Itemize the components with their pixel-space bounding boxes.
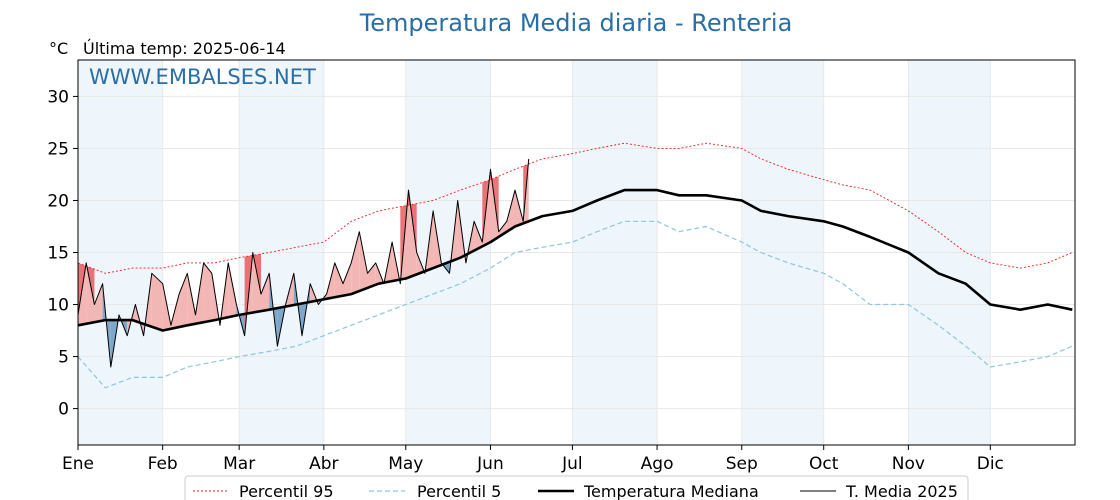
above-median-fill: [261, 273, 270, 312]
legend-label-median: Temperatura Mediana: [583, 482, 759, 500]
above-median-fill: [351, 231, 360, 295]
y-tick-label: 0: [58, 400, 69, 420]
y-axis-ticks: 0 5 10 15 20 25 30: [47, 87, 78, 420]
above-median-fill: [203, 262, 212, 323]
legend: Percentil 95 Percentil 5 Temperatura Media…: [184, 475, 969, 500]
watermark: WWW.EMBALSES.NET: [89, 65, 316, 89]
y-tick-label: 10: [47, 296, 69, 316]
x-tick-label: Jun: [476, 454, 504, 474]
legend-label-t2025: T. Media 2025: [845, 482, 958, 500]
y-unit-label: °C: [49, 39, 68, 58]
above-median-fill: [359, 231, 368, 291]
last-temp-label: Última temp: 2025-06-14: [83, 39, 286, 58]
y-tick-label: 30: [47, 87, 69, 107]
x-axis-ticks: Ene Feb Mar Abr May Jun Jul Ago Sep Oct Nov Dic: [62, 445, 1004, 474]
y-tick-label: 25: [47, 139, 69, 159]
y-tick-label: 20: [47, 191, 69, 211]
x-tick-label: Jul: [561, 454, 583, 474]
above-median-fill: [498, 221, 507, 237]
y-tick-label: 15: [47, 244, 69, 264]
series-line-p95: [77, 142, 1073, 274]
x-tick-label: Nov: [892, 454, 925, 474]
chart-title: Temperatura Media diaria - Renteria: [359, 9, 793, 37]
above-median-fill: [94, 283, 103, 323]
x-tick-label: May: [388, 454, 423, 474]
series-line-t2025: [77, 158, 530, 368]
x-tick-label: Ene: [62, 454, 94, 474]
above-median-fill: [367, 262, 376, 288]
above-median-fill: [334, 262, 343, 298]
legend-box: [184, 475, 969, 500]
x-tick-label: Dic: [977, 454, 1004, 474]
above-median-fill: [408, 190, 417, 278]
x-tick-label: Oct: [809, 454, 839, 474]
above-median-fill: [252, 252, 261, 313]
above-median-fill: [179, 273, 188, 328]
above-median-fill: [506, 190, 515, 232]
series-lines: [77, 142, 1073, 389]
series-line-p5: [77, 220, 1073, 389]
x-tick-label: Feb: [148, 454, 178, 474]
above-median-fill: [151, 273, 163, 331]
x-tick-label: Abr: [309, 454, 338, 474]
legend-label-p5: Percentil 5: [417, 482, 501, 500]
above-median-fill: [343, 262, 352, 296]
y-tick-label: 5: [58, 348, 69, 368]
x-tick-label: Ago: [641, 454, 674, 474]
above-median-fill: [228, 262, 237, 318]
above-median-fill: [474, 221, 483, 251]
above-median-fill: [187, 273, 196, 326]
legend-label-p95: Percentil 95: [239, 482, 334, 500]
x-tick-label: Mar: [223, 454, 255, 474]
x-tick-label: Sep: [726, 454, 758, 474]
above-median-fill: [86, 262, 95, 324]
grid-lines: [77, 60, 1075, 445]
